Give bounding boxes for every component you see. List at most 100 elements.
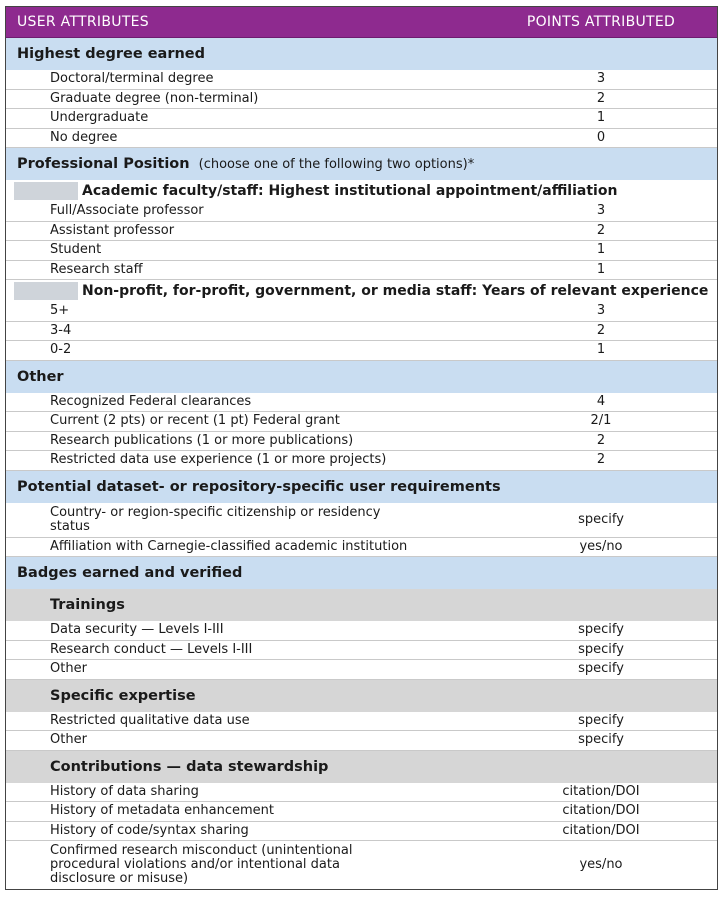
points-value: citation/DOI [562,783,640,799]
attribute-label: Student [50,242,102,258]
table-row: History of metadata enhancement citation… [6,802,717,822]
section-title: Badges earned and verified [17,565,243,581]
attribute-label: History of metadata enhancement [50,803,275,819]
points-value: specify [578,641,624,657]
table-header: USER ATTRIBUTES POINTS ATTRIBUTED [6,7,717,38]
group-academic: Academic faculty/staff: Highest institut… [6,180,717,202]
attribute-label: Confirmed research misconduct (unintenti… [50,843,353,886]
subsection-trainings: Trainings [6,589,717,621]
attribute-label: Doctoral/terminal degree [50,71,214,87]
table-row: Data security — Levels I-III specify [6,621,717,641]
attribute-label: Assistant professor [50,222,175,238]
table-row: Student 1 [6,241,717,261]
attribute-label: Data security — Levels I-III [50,622,224,638]
table-row: Affiliation with Carnegie-classified aca… [6,538,717,557]
points-value: 1 [596,242,606,258]
attribute-label: Affiliation with Carnegie-classified aca… [50,538,408,554]
attribute-label: History of data sharing [50,783,199,799]
attribute-label: Other [50,732,87,748]
attribute-label: Current (2 pts) or recent (1 pt) Federal… [50,413,340,429]
table-row: No degree 0 [6,129,717,148]
attribute-label: History of code/syntax sharing [50,822,249,838]
table-row: Confirmed research misconduct (unintenti… [6,841,717,889]
attribute-label: 5+ [50,303,70,319]
attribute-label: Restricted data use experience (1 or mor… [50,452,387,468]
section-note: (choose one of the following two options… [198,157,475,172]
table-row: Country- or region-specific citizenship … [6,503,717,538]
table-row: Restricted qualitative data use specify [6,712,717,731]
table-row: History of code/syntax sharing citation/… [6,822,717,841]
attribute-label: 3-4 [50,322,72,338]
points-value: citation/DOI [562,822,640,838]
table-row: 5+ 3 [6,302,717,322]
attribute-label: Undergraduate [50,110,149,126]
table-row: Current (2 pts) or recent (1 pt) Federal… [6,412,717,432]
header-points-attributed: POINTS ATTRIBUTED [526,14,676,30]
attribute-label: 0-2 [50,342,72,358]
points-value: 2 [596,322,606,338]
table-row: 3-4 2 [6,322,717,341]
subsection-expertise: Specific expertise [6,679,717,712]
table-row: History of data sharing citation/DOI [6,783,717,802]
table-row: Doctoral/terminal degree 3 [6,70,717,90]
points-value: yes/no [579,857,623,872]
points-value: specify [578,661,624,677]
points-value: 4 [596,393,606,409]
section-badges: Badges earned and verified [6,557,717,589]
section-dataset-requirements: Potential dataset- or repository-specifi… [6,470,717,503]
table-row: Other specify [6,731,717,751]
attribute-label: Graduate degree (non-terminal) [50,90,259,106]
table-row: Research staff 1 [6,261,717,280]
section-other: Other [6,360,717,393]
subsection-title: Trainings [50,597,125,613]
table-row: Research conduct — Levels I-III specify [6,641,717,660]
attribute-label: Other [50,661,87,677]
points-value: 1 [596,110,606,126]
subsection-title: Specific expertise [50,687,196,704]
section-title: Other [17,368,64,385]
points-value: 1 [596,261,606,277]
table-row: Other specify [6,660,717,680]
points-value: specify [578,712,624,728]
table-row: 0-2 1 [6,341,717,361]
group-title: Non-profit, for-profit, government, or m… [82,283,709,299]
points-value: specify [578,622,624,638]
points-value: 2 [596,222,606,238]
points-value: 1 [596,342,606,358]
group-title: Academic faculty/staff: Highest institut… [82,183,618,199]
attribute-label: Restricted qualitative data use [50,712,250,728]
section-title: Professional Position [17,156,190,172]
section-professional-position: Professional Position (choose one of the… [6,148,717,180]
points-value: citation/DOI [562,803,640,819]
subsection-contributions: Contributions — data stewardship [6,750,717,783]
attribute-label: Recognized Federal clearances [50,393,252,409]
table-row: Graduate degree (non-terminal) 2 [6,90,717,109]
table-row: Research publications (1 or more publica… [6,432,717,451]
section-highest-degree: Highest degree earned [6,38,717,70]
group-marker [14,282,78,300]
attribute-label: No degree [50,129,118,145]
attribute-label: Research staff [50,261,143,277]
points-value: 2/1 [590,413,612,429]
section-title: Highest degree earned [17,46,206,62]
table-row: Restricted data use experience (1 or mor… [6,451,717,471]
table-row: Assistant professor 2 [6,222,717,241]
attribute-label: Full/Associate professor [50,203,204,219]
section-title: Potential dataset- or repository-specifi… [17,478,501,495]
user-attributes-table: USER ATTRIBUTES POINTS ATTRIBUTED Highes… [5,6,718,890]
points-value: 3 [596,203,606,219]
table-row: Undergraduate 1 [6,109,717,129]
points-value: 3 [596,303,606,319]
group-nonprofit: Non-profit, for-profit, government, or m… [6,280,717,302]
points-value: 0 [596,129,606,145]
attribute-label: Research publications (1 or more publica… [50,432,354,448]
table-row: Recognized Federal clearances 4 [6,393,717,412]
attribute-label: Country- or region-specific citizenship … [50,504,381,534]
header-user-attributes: USER ATTRIBUTES [17,14,149,30]
points-value: specify [578,511,624,527]
points-value: yes/no [579,538,623,554]
points-value: 3 [596,71,606,87]
table-row: Full/Associate professor 3 [6,202,717,222]
points-value: specify [578,732,624,748]
attribute-label: Research conduct — Levels I-III [50,641,253,657]
